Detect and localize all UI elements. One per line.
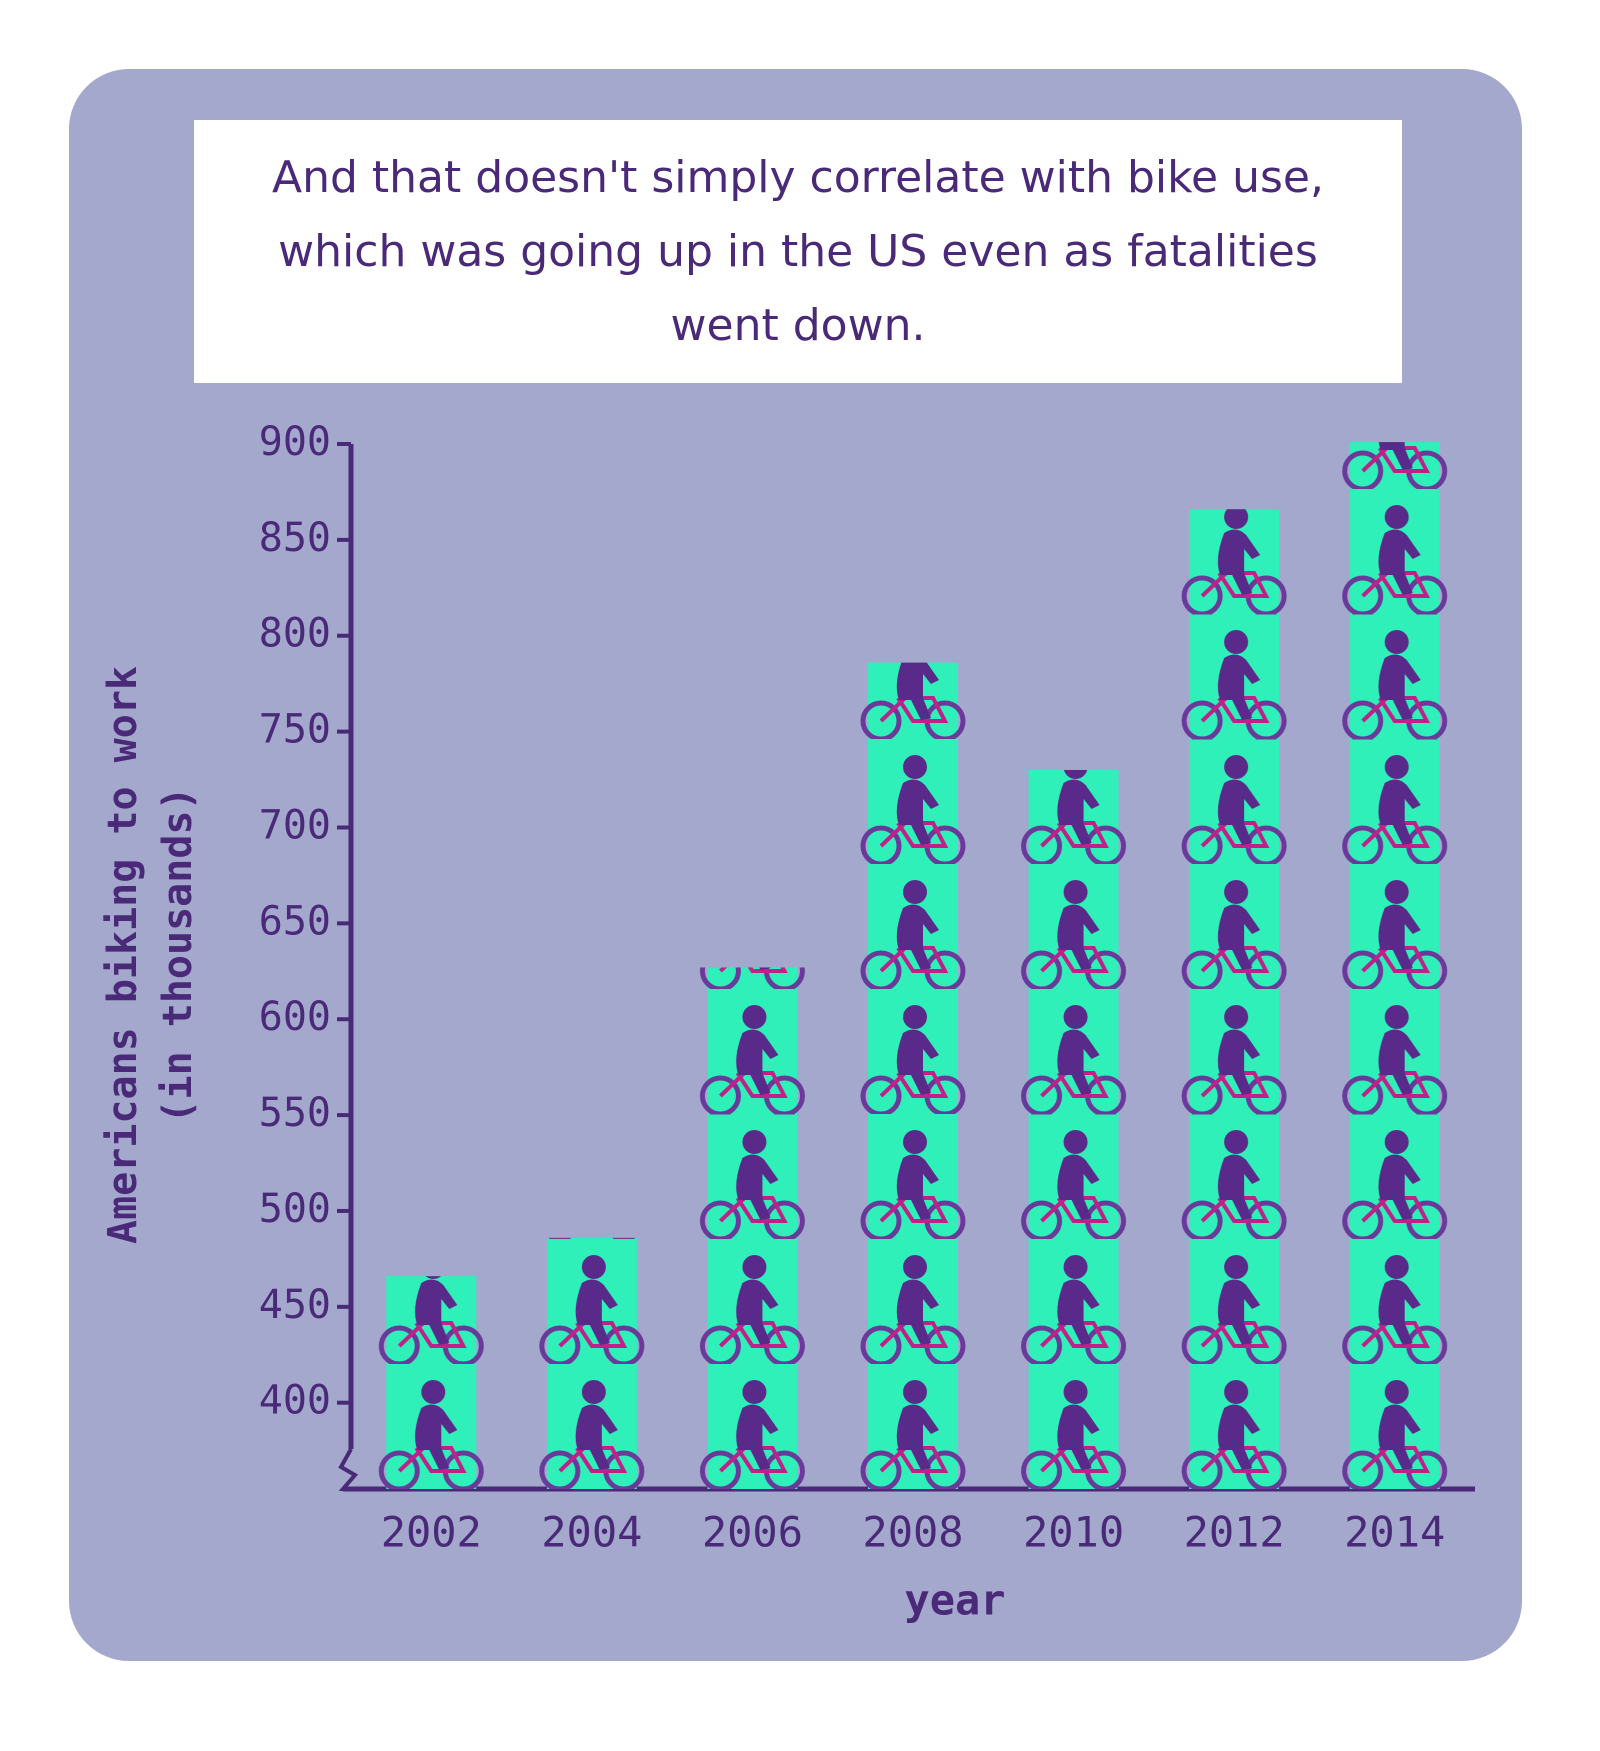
y-tick-label: 900	[259, 419, 331, 465]
x-tick-label: 2004	[541, 1508, 642, 1557]
y-tick-label: 700	[259, 802, 331, 848]
y-tick-label: 450	[259, 1282, 331, 1328]
chart-title: And that doesn't simply correlate with b…	[272, 151, 1324, 351]
x-tick-label: 2006	[702, 1508, 803, 1557]
y-tick-label: 400	[259, 1378, 331, 1424]
y-tick-label: 850	[259, 515, 331, 561]
y-axis-label: Americans biking to work	[100, 666, 146, 1244]
y-tick-label: 800	[259, 611, 331, 657]
bike-fill	[1013, 769, 1134, 1489]
y-tick-label: 500	[259, 1186, 331, 1232]
x-tick-label: 2014	[1344, 1508, 1445, 1557]
bike-fill	[531, 1237, 652, 1489]
x-tick-label: 2002	[381, 1508, 482, 1557]
y-tick-label: 750	[259, 707, 331, 753]
x-tick-label: 2008	[862, 1508, 963, 1557]
x-axis-label: year	[904, 1576, 1005, 1625]
bike-fill	[371, 1276, 492, 1489]
y-tick-label: 650	[259, 898, 331, 944]
y-tick-label: 550	[259, 1090, 331, 1136]
bike-fill	[853, 662, 973, 1489]
axis-break	[338, 1448, 359, 1491]
bike-fill	[1334, 442, 1455, 1490]
y-axis-label: (in thousands)	[155, 786, 201, 1123]
x-tick-label: 2012	[1184, 1508, 1285, 1557]
x-tick-label: 2010	[1023, 1508, 1124, 1557]
y-tick-label: 600	[259, 994, 331, 1040]
bike-fill	[692, 967, 813, 1489]
bike-fill	[1174, 509, 1295, 1490]
title-box: And that doesn't simply correlate with b…	[194, 120, 1402, 383]
